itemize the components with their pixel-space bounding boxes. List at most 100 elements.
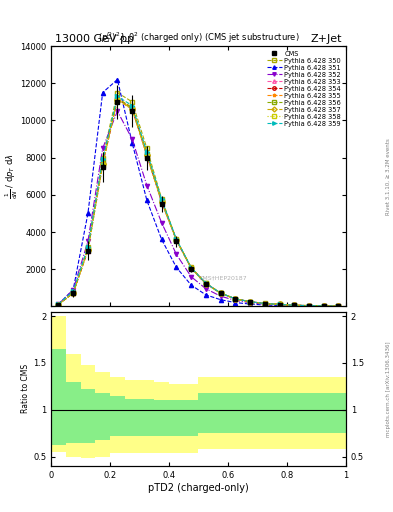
Pythia 6.428 356 [71, 290, 75, 296]
Pythia 6.428 355 [248, 298, 252, 305]
Pythia 6.428 357 [145, 153, 149, 159]
Pythia 6.428 354 [159, 198, 164, 204]
Pythia 6.428 356 [130, 105, 134, 111]
Pythia 6.428 354 [263, 301, 267, 307]
Pythia 6.428 351 [71, 287, 75, 293]
Pythia 6.428 359 [277, 302, 282, 308]
Pythia 6.428 359 [292, 302, 297, 308]
Pythia 6.428 357 [248, 298, 252, 305]
Pythia 6.428 352 [71, 287, 75, 293]
Pythia 6.428 350 [100, 155, 105, 161]
Line: Pythia 6.428 351: Pythia 6.428 351 [56, 77, 341, 308]
Pythia 6.428 351 [56, 301, 61, 307]
Pythia 6.428 350 [218, 290, 223, 296]
Pythia 6.428 352 [277, 302, 282, 308]
Line: Pythia 6.428 359: Pythia 6.428 359 [56, 94, 341, 308]
Pythia 6.428 352 [218, 293, 223, 299]
Pythia 6.428 353 [248, 298, 252, 305]
Pythia 6.428 353 [115, 97, 120, 103]
Pythia 6.428 359 [307, 303, 311, 309]
Pythia 6.428 358 [145, 153, 149, 159]
Pythia 6.428 359 [248, 298, 252, 305]
Pythia 6.428 357 [71, 290, 75, 296]
Pythia 6.428 355 [263, 301, 267, 307]
Text: Z+Jet: Z+Jet [310, 33, 342, 44]
Pythia 6.428 354 [233, 296, 238, 302]
Pythia 6.428 355 [159, 197, 164, 203]
Pythia 6.428 355 [321, 303, 326, 309]
Pythia 6.428 352 [115, 108, 120, 114]
Pythia 6.428 350 [71, 289, 75, 295]
Pythia 6.428 357 [130, 106, 134, 112]
Pythia 6.428 355 [292, 302, 297, 308]
Pythia 6.428 350 [86, 244, 90, 250]
Pythia 6.428 353 [292, 302, 297, 308]
Pythia 6.428 351 [204, 292, 208, 298]
Pythia 6.428 356 [204, 281, 208, 287]
Pythia 6.428 359 [56, 301, 61, 307]
Pythia 6.428 350 [115, 90, 120, 96]
Line: Pythia 6.428 354: Pythia 6.428 354 [56, 97, 341, 308]
Pythia 6.428 353 [277, 302, 282, 308]
Pythia 6.428 351 [174, 264, 179, 270]
Pythia 6.428 354 [130, 105, 134, 112]
Pythia 6.428 357 [233, 296, 238, 302]
Pythia 6.428 355 [71, 290, 75, 296]
Pythia 6.428 355 [204, 280, 208, 286]
Pythia 6.428 352 [204, 286, 208, 292]
Pythia 6.428 351 [145, 197, 149, 203]
Pythia 6.428 350 [56, 302, 61, 308]
Pythia 6.428 350 [174, 237, 179, 243]
Pythia 6.428 351 [292, 303, 297, 309]
Line: Pythia 6.428 356: Pythia 6.428 356 [56, 96, 341, 308]
Text: Rivet 3.1.10, ≥ 3.2M events: Rivet 3.1.10, ≥ 3.2M events [386, 138, 391, 215]
Pythia 6.428 353 [336, 303, 341, 309]
Pythia 6.428 358 [115, 97, 120, 103]
Pythia 6.428 358 [130, 106, 134, 112]
Pythia 6.428 353 [218, 290, 223, 296]
Pythia 6.428 358 [71, 290, 75, 296]
Pythia 6.428 353 [56, 302, 61, 308]
Pythia 6.428 356 [307, 303, 311, 309]
Pythia 6.428 357 [336, 303, 341, 309]
Pythia 6.428 358 [100, 161, 105, 167]
Pythia 6.428 358 [204, 281, 208, 287]
Pythia 6.428 355 [115, 95, 120, 101]
X-axis label: pTD2 (charged-only): pTD2 (charged-only) [148, 482, 249, 493]
Pythia 6.428 351 [277, 303, 282, 309]
Pythia 6.428 353 [100, 162, 105, 168]
Pythia 6.428 356 [145, 151, 149, 157]
Pythia 6.428 359 [321, 303, 326, 309]
Pythia 6.428 352 [292, 303, 297, 309]
Pythia 6.428 356 [189, 265, 193, 271]
Pythia 6.428 359 [145, 149, 149, 155]
Pythia 6.428 356 [336, 303, 341, 309]
Pythia 6.428 355 [56, 302, 61, 308]
Line: Pythia 6.428 357: Pythia 6.428 357 [56, 98, 341, 308]
Pythia 6.428 359 [86, 244, 90, 250]
Pythia 6.428 358 [233, 296, 238, 302]
Pythia 6.428 358 [56, 302, 61, 308]
Pythia 6.428 355 [336, 303, 341, 309]
Pythia 6.428 359 [233, 296, 238, 302]
Pythia 6.428 355 [233, 296, 238, 302]
Pythia 6.428 352 [248, 300, 252, 306]
Pythia 6.428 354 [204, 281, 208, 287]
Pythia 6.428 352 [130, 136, 134, 142]
Pythia 6.428 354 [71, 290, 75, 296]
Pythia 6.428 354 [86, 247, 90, 253]
Pythia 6.428 354 [336, 303, 341, 309]
Pythia 6.428 354 [292, 302, 297, 308]
Pythia 6.428 356 [292, 302, 297, 308]
Pythia 6.428 357 [204, 281, 208, 287]
Pythia 6.428 353 [189, 265, 193, 271]
Pythia 6.428 356 [277, 302, 282, 308]
Pythia 6.428 357 [56, 302, 61, 308]
Text: $\frac{1}{\mathrm{d}N}$ / $\mathrm{d}p_T$ $\mathrm{d}\lambda$: $\frac{1}{\mathrm{d}N}$ / $\mathrm{d}p_T… [4, 153, 20, 199]
Pythia 6.428 355 [307, 303, 311, 309]
Pythia 6.428 354 [321, 303, 326, 309]
Pythia 6.428 352 [159, 220, 164, 226]
Pythia 6.428 351 [159, 237, 164, 243]
Pythia 6.428 354 [218, 290, 223, 296]
Pythia 6.428 352 [174, 251, 179, 258]
